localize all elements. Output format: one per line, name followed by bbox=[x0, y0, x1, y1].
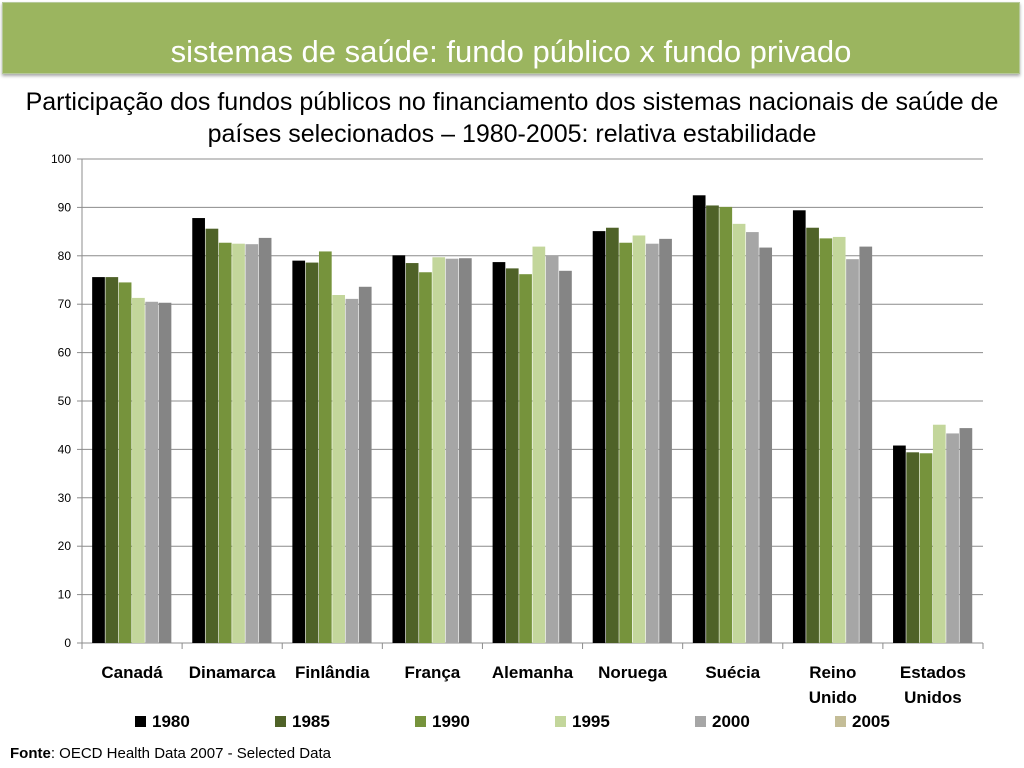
bar bbox=[759, 247, 773, 643]
x-tick-label: Suécia bbox=[705, 663, 760, 682]
bar bbox=[792, 210, 806, 643]
bar bbox=[819, 238, 833, 643]
legend-swatch bbox=[695, 716, 706, 727]
bar bbox=[532, 246, 546, 643]
bar bbox=[632, 235, 646, 644]
bar bbox=[458, 258, 472, 643]
bar bbox=[419, 272, 432, 643]
legend-swatch bbox=[415, 716, 426, 727]
bar bbox=[932, 424, 946, 643]
bar bbox=[145, 301, 159, 643]
bar bbox=[706, 205, 719, 644]
bar bbox=[158, 302, 172, 643]
x-tick-label: Dinamarca bbox=[189, 663, 276, 682]
x-tick-label: Reino Unido bbox=[809, 663, 857, 707]
bar bbox=[258, 237, 272, 643]
slide-title: sistemas de saúde: fundo público x fundo… bbox=[170, 34, 852, 69]
bar bbox=[105, 277, 119, 643]
bar bbox=[192, 218, 205, 643]
bar bbox=[92, 277, 105, 643]
legend-label: 1995 bbox=[572, 712, 610, 731]
bar bbox=[859, 246, 873, 643]
legend-swatch bbox=[275, 716, 286, 727]
y-tick-label: 30 bbox=[58, 491, 72, 505]
legend-swatch bbox=[135, 716, 146, 727]
bar bbox=[606, 227, 619, 643]
bar bbox=[659, 238, 672, 644]
legend-swatch bbox=[555, 716, 566, 727]
bar bbox=[245, 244, 259, 643]
bar bbox=[232, 243, 245, 643]
x-tick-label: França bbox=[405, 663, 461, 682]
bar bbox=[893, 445, 906, 643]
y-tick-label: 10 bbox=[58, 588, 72, 602]
bar bbox=[118, 282, 132, 643]
source-label: Fonte bbox=[10, 745, 51, 762]
bar bbox=[746, 232, 759, 644]
bar bbox=[919, 453, 933, 643]
title-banner: sistemas de saúde: fundo público x fundo… bbox=[2, 2, 1020, 74]
y-tick-label: 40 bbox=[58, 442, 72, 456]
bar bbox=[906, 452, 920, 643]
bar bbox=[405, 263, 419, 643]
bar bbox=[559, 270, 572, 643]
source-note: Fonte: OECD Health Data 2007 - Selected … bbox=[10, 745, 331, 762]
legend-label: 1985 bbox=[292, 712, 330, 731]
bar bbox=[358, 286, 372, 643]
bar bbox=[318, 251, 332, 643]
bar bbox=[645, 243, 659, 643]
legend-label: 2000 bbox=[712, 712, 750, 731]
legend-swatch bbox=[835, 716, 846, 727]
bar bbox=[505, 268, 519, 643]
bar bbox=[832, 236, 846, 643]
source-text: : OECD Health Data 2007 - Selected Data bbox=[50, 745, 331, 762]
y-tick-label: 50 bbox=[58, 394, 72, 408]
bar bbox=[392, 255, 406, 644]
bar-chart: 0 10 20 30 40 50 60 70 80 90 100 Canadá Dinamarca Fin… bbox=[51, 152, 984, 731]
y-tick-label: 80 bbox=[58, 249, 72, 263]
bar bbox=[205, 228, 219, 644]
bar bbox=[519, 274, 532, 643]
bar bbox=[432, 257, 446, 643]
bar bbox=[492, 262, 506, 643]
x-tick-label: Canadá bbox=[101, 663, 163, 682]
bar bbox=[445, 258, 459, 643]
x-tick-label: Alemanha bbox=[492, 663, 574, 682]
bar bbox=[806, 227, 819, 643]
bar bbox=[692, 195, 706, 644]
bar bbox=[959, 428, 973, 643]
bar bbox=[132, 297, 145, 643]
bar bbox=[846, 259, 859, 643]
legend-label: 2005 bbox=[852, 712, 890, 731]
legend-label: 1990 bbox=[432, 712, 470, 731]
bar bbox=[946, 433, 959, 643]
x-tick-label: Estados Unidos bbox=[900, 663, 966, 707]
y-tick-label: 70 bbox=[58, 297, 72, 311]
y-tick-label: 90 bbox=[58, 200, 72, 214]
legend-label: 1980 bbox=[152, 712, 190, 731]
bar bbox=[545, 255, 559, 644]
y-tick-label: 0 bbox=[64, 636, 71, 650]
y-tick-label: 100 bbox=[51, 152, 71, 166]
bar bbox=[345, 298, 359, 643]
chart-subtitle: Participação dos fundos públicos no fina… bbox=[25, 88, 999, 148]
x-tick-label: Finlândia bbox=[295, 663, 370, 682]
bar bbox=[305, 262, 319, 643]
bar bbox=[719, 206, 733, 643]
x-tick-label: Noruega bbox=[598, 663, 668, 682]
bar bbox=[218, 242, 232, 643]
y-tick-label: 60 bbox=[58, 346, 72, 360]
bar bbox=[292, 260, 306, 643]
bar bbox=[332, 295, 345, 643]
bar bbox=[732, 223, 746, 643]
y-tick-label: 20 bbox=[58, 539, 72, 553]
bar bbox=[592, 231, 606, 643]
bar bbox=[619, 242, 633, 643]
